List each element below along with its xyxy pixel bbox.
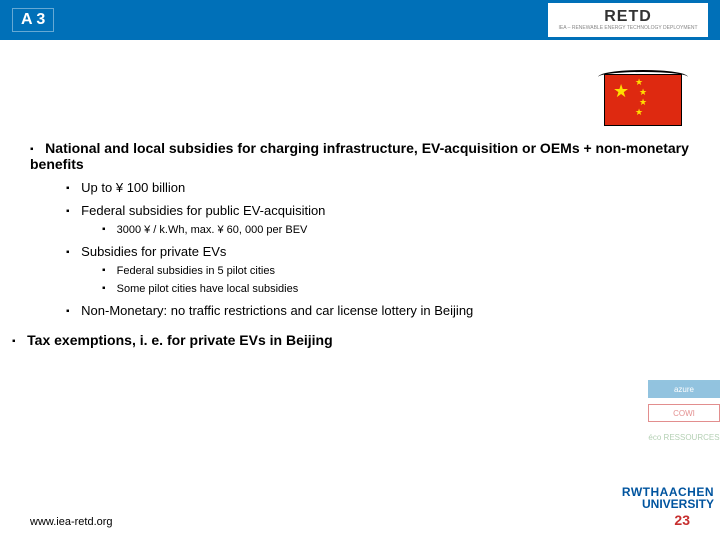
content-area: National and local subsidies for chargin…: [30, 140, 690, 358]
bullet-lvl2: Up to ¥ 100 billion: [66, 180, 690, 195]
bullet-text: 3000 ¥ / k.Wh, max. ¥ 60, 000 per BEV: [117, 224, 308, 236]
footer: www.iea-retd.org 23: [30, 512, 690, 528]
bullet-text: Federal subsidies for public EV-acquisit…: [81, 203, 325, 218]
bullet-text: Some pilot cities have local subsidies: [117, 283, 299, 295]
china-flag-icon: ★ ★ ★ ★ ★: [604, 74, 682, 126]
bullet-lvl3: Federal subsidies in 5 pilot cities: [102, 265, 690, 277]
slide-code: A 3: [12, 8, 54, 32]
page-number: 23: [674, 512, 690, 528]
rwth-logo: RWTHAACHEN UNIVERSITY: [622, 486, 714, 510]
bullet-lvl2: Subsidies for private EVs Federal subsid…: [66, 244, 690, 295]
retd-sub: IEA – RENEWABLE ENERGY TECHNOLOGY DEPLOY…: [558, 26, 697, 31]
bullet-text: Tax exemptions, i. e. for private EVs in…: [27, 332, 333, 348]
rwth-line2: UNIVERSITY: [622, 498, 714, 510]
eco-logo: éco RESSOURCES: [648, 428, 720, 446]
bullet-text: Non-Monetary: no traffic restrictions an…: [81, 303, 473, 318]
bullet-lvl1: Tax exemptions, i. e. for private EVs in…: [12, 332, 690, 348]
bullet-lvl3: Some pilot cities have local subsidies: [102, 283, 690, 295]
retd-name: RETD: [604, 9, 652, 25]
bullet-lvl3: 3000 ¥ / k.Wh, max. ¥ 60, 000 per BEV: [102, 224, 690, 236]
bullet-lvl2: Federal subsidies for public EV-acquisit…: [66, 203, 690, 236]
cowi-logo: COWI: [648, 404, 720, 422]
azure-logo: azure: [648, 380, 720, 398]
bullet-text: National and local subsidies for chargin…: [30, 140, 689, 172]
bullet-text: Federal subsidies in 5 pilot cities: [117, 265, 275, 277]
retd-logo: RETD IEA – RENEWABLE ENERGY TECHNOLOGY D…: [548, 3, 708, 37]
header-bar: A 3 RETD IEA – RENEWABLE ENERGY TECHNOLO…: [0, 0, 720, 40]
bullet-text: Subsidies for private EVs: [81, 244, 226, 259]
footer-url: www.iea-retd.org: [30, 516, 113, 528]
sponsor-logos: azure COWI éco RESSOURCES: [642, 380, 720, 446]
bullet-lvl1: National and local subsidies for chargin…: [30, 140, 690, 318]
bullet-text: Up to ¥ 100 billion: [81, 180, 185, 195]
bullet-lvl2: Non-Monetary: no traffic restrictions an…: [66, 303, 690, 318]
